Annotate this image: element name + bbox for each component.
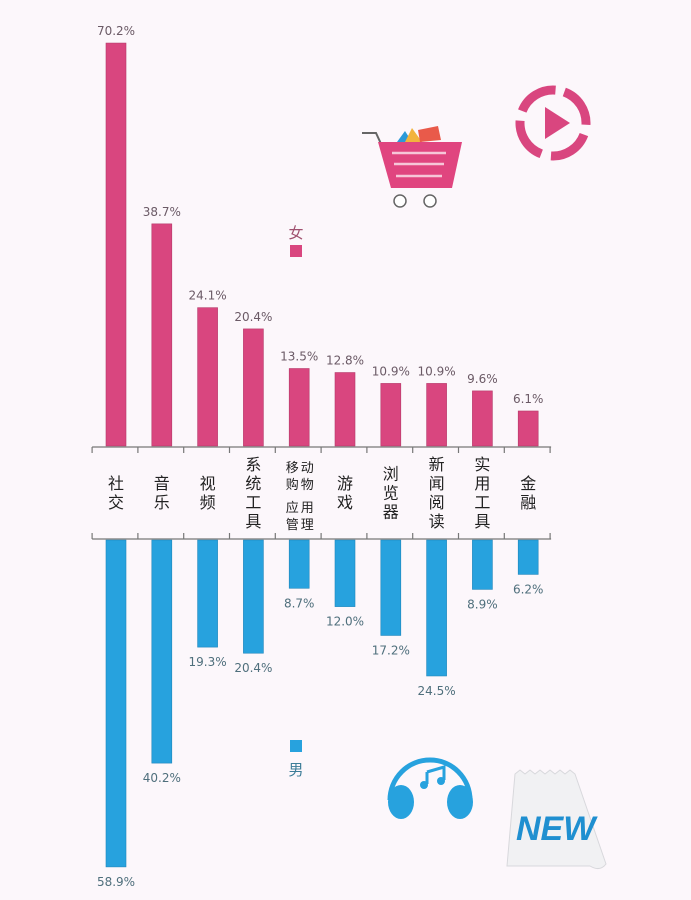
legend-female-swatch [290,245,302,257]
legend-male-swatch [290,740,302,752]
legend-female-label: 女 [288,224,303,242]
female-value-label: 10.9% [418,364,456,378]
category-label-char: 具 [474,512,490,531]
category-label-char: 频 [200,493,216,512]
category-label-char: 物 [301,478,314,493]
female-value-label: 10.9% [372,364,410,378]
category-label-char: 动 [301,461,314,476]
category-label-char: 视 [200,474,216,493]
male-value-label: 17.2% [372,643,410,657]
category-label-char: 融 [520,493,536,512]
female-value-label: 6.1% [513,392,544,406]
female-bar [426,383,447,447]
female-value-label: 13.5% [280,350,318,364]
category-label-char: 购 [286,477,299,493]
female-bar [517,410,539,447]
category-label-char: 览 [383,484,399,503]
female-value-label: 12.8% [326,354,364,368]
male-bar [197,539,218,648]
male-value-label: 8.7% [284,596,315,610]
category-label-char: 乐 [154,493,170,512]
male-value-label: 6.2% [513,582,544,596]
category-label-char: 游 [337,474,353,493]
headphones-icon [387,757,473,819]
category-axes [91,446,552,540]
male-bar [426,539,447,677]
category-label-char: 戏 [337,493,353,512]
category-label-char: 系 [245,455,261,474]
category-label-char: 用 [301,501,314,516]
male-bar [380,539,402,636]
category-label-char: 用 [474,474,490,493]
category-label-char: 新 [429,455,445,474]
play-circle-icon [515,85,591,161]
male-bar [243,539,264,654]
legend-female: 女 [288,224,304,257]
female-bar [151,223,173,447]
female-bar [380,383,402,447]
male-value-label: 19.3% [189,655,227,669]
male-value-label: 40.2% [143,771,181,785]
category-label-char: 器 [383,503,399,522]
category-label-char: 阅 [429,493,445,512]
category-label-char: 实 [474,455,490,474]
category-label-char: 工 [245,493,261,512]
category-label-char: 管 [286,518,299,533]
male-value-label: 8.9% [467,597,498,611]
male-bar [472,539,493,590]
legend-male: 男 [288,740,304,779]
category-label-char: 理 [301,518,314,533]
category-label-char: 统 [245,474,261,493]
shopping-cart-icon [362,126,462,208]
female-bars: 70.2% 38.7% 24.1% 20.4% 13.5% 12.8% 10.9% 10.9%… [97,24,544,447]
male-bar [105,539,127,868]
female-value-label: 9.6% [467,372,498,386]
category-label-char: 社 [108,474,124,493]
category-label-char: 音 [154,474,170,493]
category-label-char: 具 [245,512,261,531]
legend-male-label: 男 [288,761,303,779]
male-bar [517,539,539,575]
category-label-char: 闻 [429,474,445,493]
female-bar [472,390,493,447]
female-bar [288,368,310,447]
category-label-char: 金 [520,474,536,493]
male-bar [288,539,310,589]
female-bar [197,307,218,447]
new-badge-text: NEW [516,810,598,848]
new-badge: NEW [506,769,607,870]
female-bar [334,372,356,447]
male-value-label: 12.0% [326,615,364,629]
female-bar [105,42,127,447]
male-bar [151,539,173,764]
male-value-label: 24.5% [418,684,456,698]
category-label-char: 交 [108,493,124,512]
female-value-label: 38.7% [143,205,181,219]
category-label-char: 应 [286,500,299,516]
category-label-char: 读 [429,512,445,531]
male-bars: 58.9% 40.2% 19.3% 20.4% 8.7% 12.0% 17.2% 24.5% 8… [97,539,544,889]
male-value-label: 20.4% [234,661,272,675]
category-label-char: 移 [286,461,299,476]
male-value-label: 58.9% [97,875,135,889]
male-bar [334,539,356,607]
category-label-char: 工 [474,493,490,512]
female-value-label: 24.1% [189,289,227,303]
female-bar [243,328,264,447]
female-value-label: 70.2% [97,24,135,38]
category-label-char: 浏 [383,465,399,484]
female-value-label: 20.4% [234,310,272,324]
